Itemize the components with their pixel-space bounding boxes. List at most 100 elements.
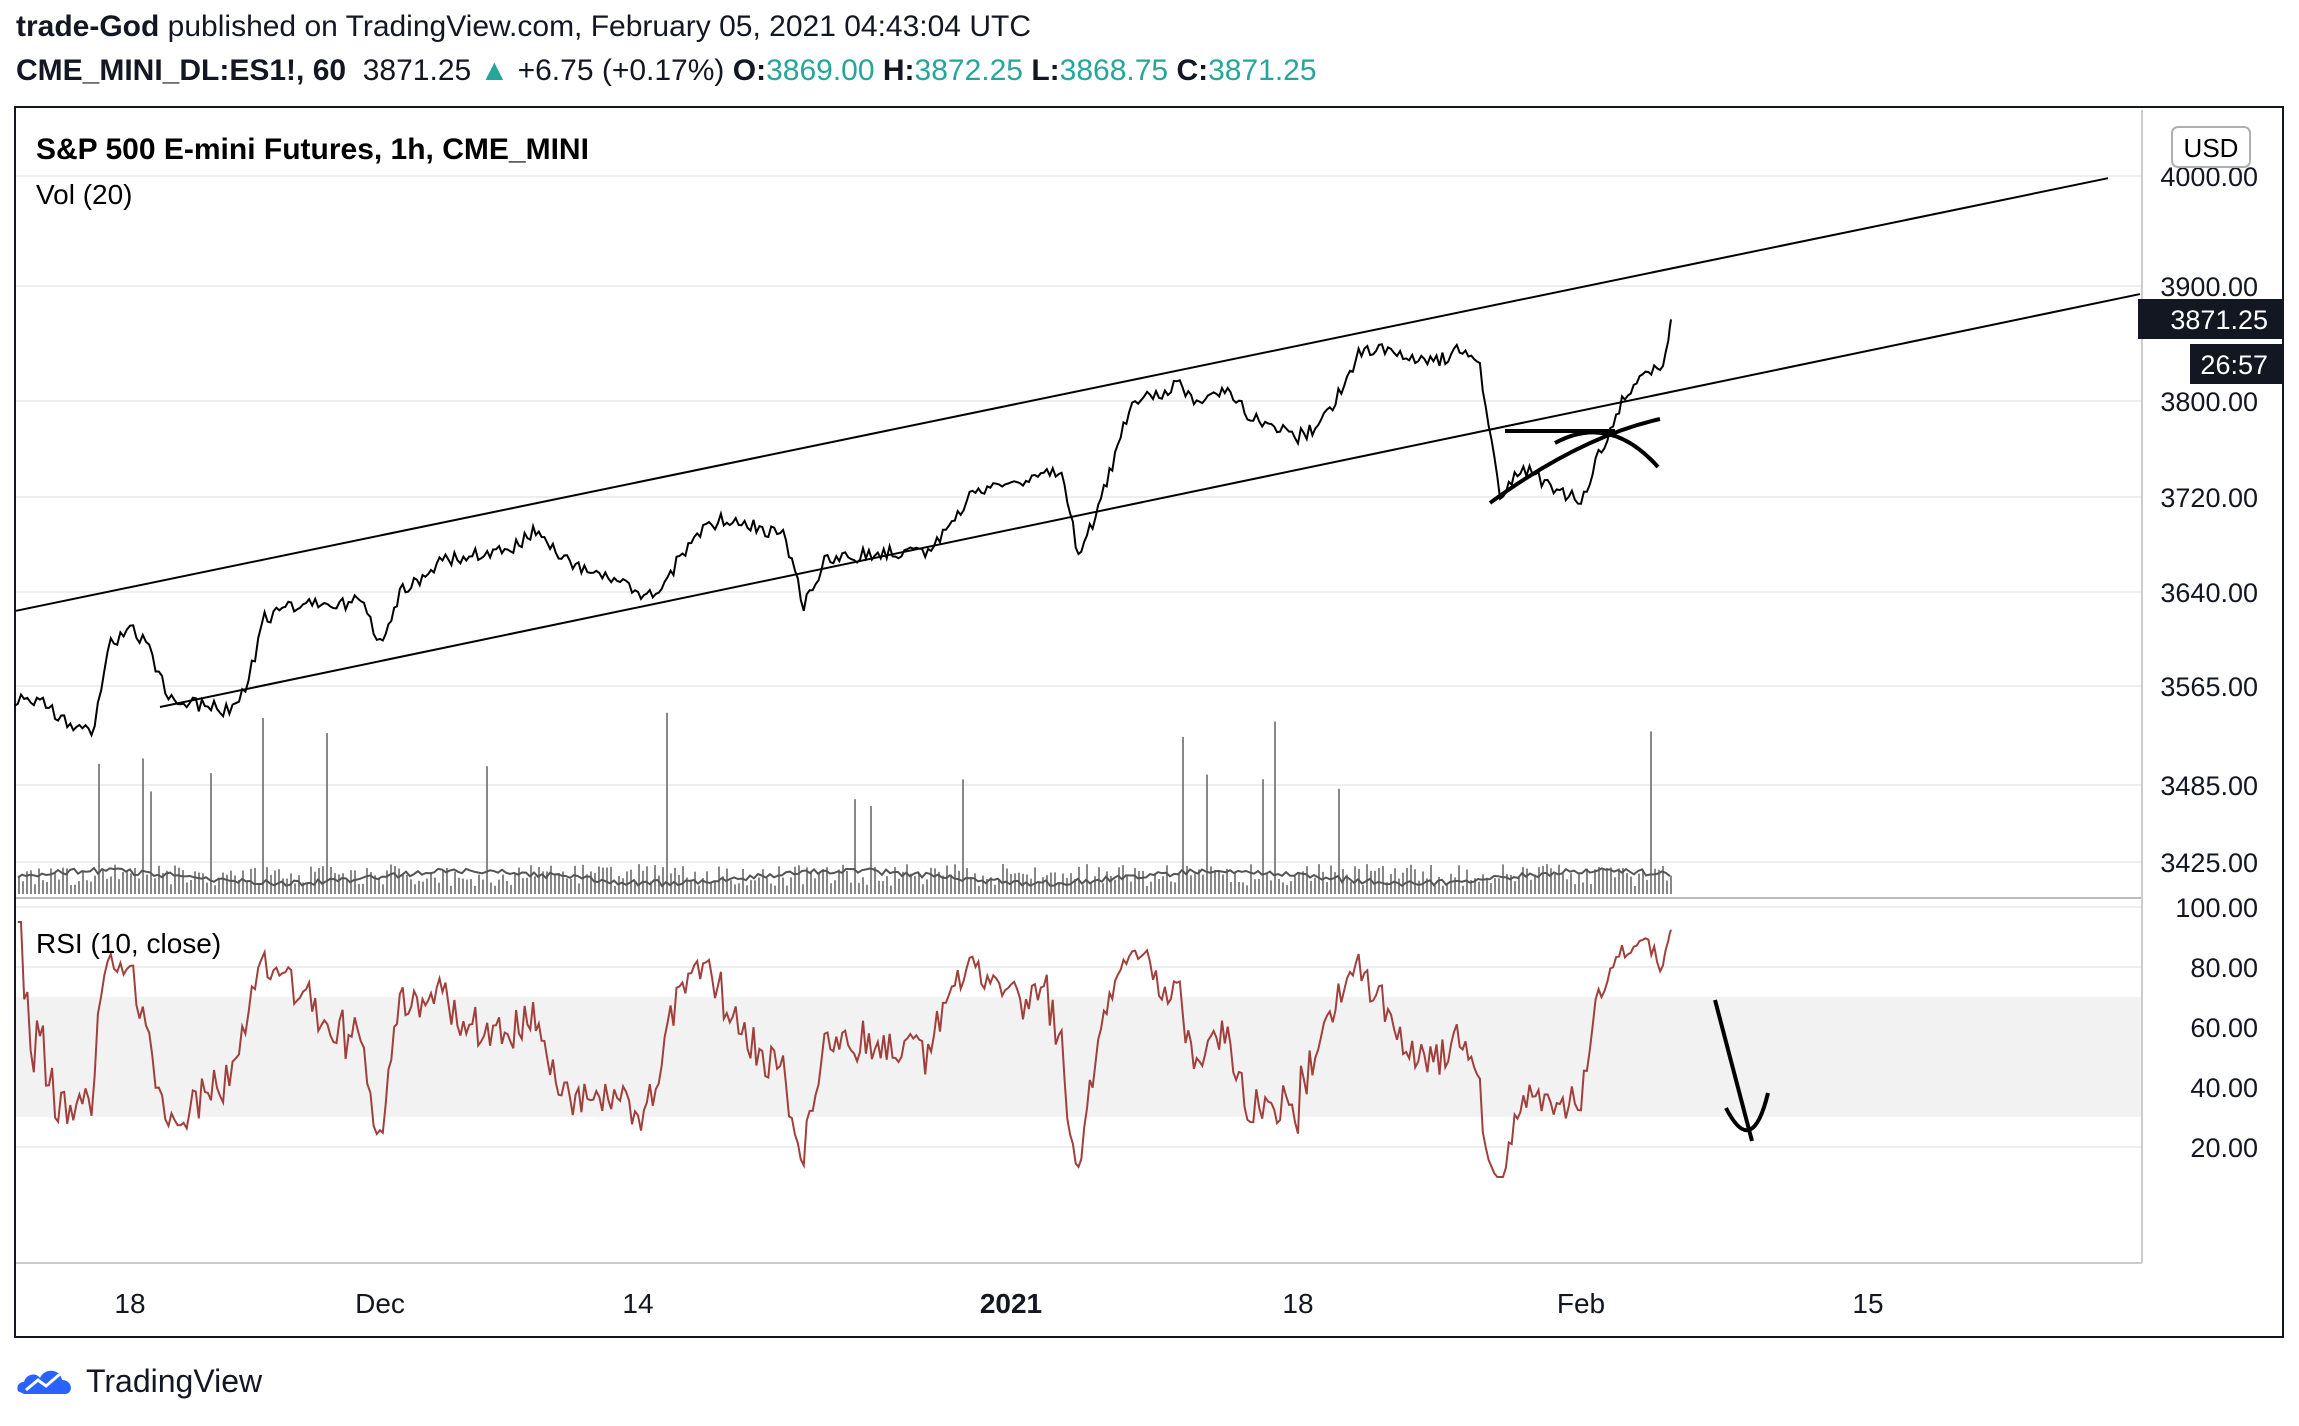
down-arrow-head[interactable]	[1724, 1092, 1770, 1133]
currency-button[interactable]	[2171, 126, 2251, 168]
volume-bar	[1650, 731, 1652, 894]
volume-bar	[70, 885, 72, 894]
volume-bar	[1158, 878, 1160, 894]
volume-bar	[558, 873, 560, 894]
rising-arc-drawing[interactable]	[1488, 417, 1661, 505]
volume-bar	[1102, 883, 1104, 894]
volume-bar	[1334, 872, 1336, 894]
low-value: 3868.75	[1059, 54, 1169, 87]
volume-bar	[1042, 877, 1044, 894]
rsi-scale[interactable]: 100.00 80.00 60.00 40.00 20.00	[2175, 893, 2258, 1163]
published-text: published on TradingView.com, February 0…	[159, 10, 1031, 43]
chart-svg[interactable]: 4000.003900.003800.003720.003640.003565.…	[0, 0, 2299, 1340]
chart-frame	[14, 106, 2284, 1338]
volume-bar	[218, 877, 220, 894]
publish-line: trade-God published on TradingView.com, …	[16, 10, 1031, 44]
volume-bar	[962, 779, 964, 894]
volume-bar	[1218, 870, 1220, 894]
volume-bar	[94, 875, 96, 894]
volume-bar	[502, 874, 504, 894]
tradingview-brand[interactable]: TradingView	[86, 1362, 263, 1399]
volume-legend[interactable]: Vol (20)	[36, 179, 133, 210]
volume-bar	[1246, 885, 1248, 894]
volume-bar	[78, 881, 80, 894]
volume-bar	[1610, 867, 1612, 894]
author-name[interactable]: trade-God	[16, 10, 160, 43]
volume-bar	[1430, 865, 1432, 894]
volume-bar	[114, 864, 116, 894]
volume-bar	[1426, 878, 1428, 894]
volume-bar	[106, 878, 108, 894]
volume-bar	[370, 872, 372, 894]
volume-bar	[1498, 878, 1500, 894]
volume-bar	[1338, 788, 1340, 894]
chart-title[interactable]: S&P 500 E-mini Futures, 1h, CME_MINI	[36, 133, 589, 166]
volume-bar	[62, 867, 64, 894]
volume-bar	[1110, 875, 1112, 894]
grid	[16, 175, 2142, 1148]
volume-bar	[1034, 867, 1036, 894]
volume-bar	[150, 791, 152, 894]
volume-bar	[814, 878, 816, 894]
price-tick-label: 3720.00	[2160, 483, 2258, 513]
volume-bar	[794, 866, 796, 894]
volume-bar	[1206, 774, 1208, 894]
volume-bar	[1346, 874, 1348, 894]
volume-bar	[1454, 877, 1456, 894]
volume-bar	[858, 882, 860, 894]
volume-bar	[1298, 873, 1300, 894]
volume-bar	[254, 867, 256, 894]
volume-bar	[1126, 875, 1128, 894]
volume-bar	[1442, 885, 1444, 894]
volume-bar	[498, 879, 500, 894]
volume-bar	[390, 864, 392, 894]
volume-bar	[522, 878, 524, 894]
time-scale[interactable]: 18 Dec 14 2021 18 Feb 15	[114, 1288, 1883, 1319]
volume-ma-line	[17, 866, 1671, 888]
volume-bar	[586, 874, 588, 894]
down-arrow-shaft[interactable]	[1713, 999, 1754, 1142]
volume-bar	[86, 880, 88, 894]
volume-bar	[278, 869, 280, 894]
volume-bar	[294, 883, 296, 894]
user-drawings[interactable]	[15, 177, 2141, 1142]
volume-bar	[186, 882, 188, 894]
volume-bar	[1154, 874, 1156, 894]
volume-bar	[322, 866, 324, 894]
volume-bar	[774, 885, 776, 894]
volume-bar	[1170, 881, 1172, 894]
volume-bar	[430, 873, 432, 894]
volume-bar	[1406, 867, 1408, 894]
volume-bar	[526, 877, 528, 894]
volume-bar	[1558, 864, 1560, 894]
volume-bar	[766, 878, 768, 894]
volume-bar	[1494, 878, 1496, 894]
volume-bar	[1642, 869, 1644, 894]
rsi-legend[interactable]: RSI (10, close)	[36, 928, 221, 959]
volume-bar	[1274, 721, 1276, 894]
rsi-tick-label: 60.00	[2190, 1013, 2258, 1043]
volume-bar	[30, 870, 32, 894]
volume-bar	[1366, 864, 1368, 894]
volume-bar	[246, 880, 248, 894]
volume-bar	[614, 885, 616, 894]
volume-bar	[1050, 872, 1052, 894]
volume-bar	[1130, 881, 1132, 894]
volume-bar	[838, 869, 840, 894]
volume-bar	[410, 879, 412, 894]
volume-bar	[1294, 876, 1296, 894]
channel-upper-trendline[interactable]	[15, 177, 2109, 612]
price-scale[interactable]: 4000.003900.003800.003720.003640.003565.…	[2160, 162, 2258, 878]
volume-bar	[1562, 873, 1564, 894]
volume-bar	[530, 865, 532, 894]
volume-bar	[302, 882, 304, 894]
tradingview-logo-icon[interactable]	[14, 1362, 78, 1400]
falling-arc-drawing[interactable]	[1554, 430, 1660, 469]
volume-bar	[830, 883, 832, 894]
countdown-badge-text: 26:57	[2200, 350, 2268, 380]
channel-lower-trendline[interactable]	[159, 293, 2141, 709]
symbol-name[interactable]: CME_MINI_DL:ES1!, 60	[16, 54, 347, 87]
volume-bar	[110, 876, 112, 894]
volume-bar	[822, 868, 824, 894]
volume-bar	[910, 873, 912, 894]
